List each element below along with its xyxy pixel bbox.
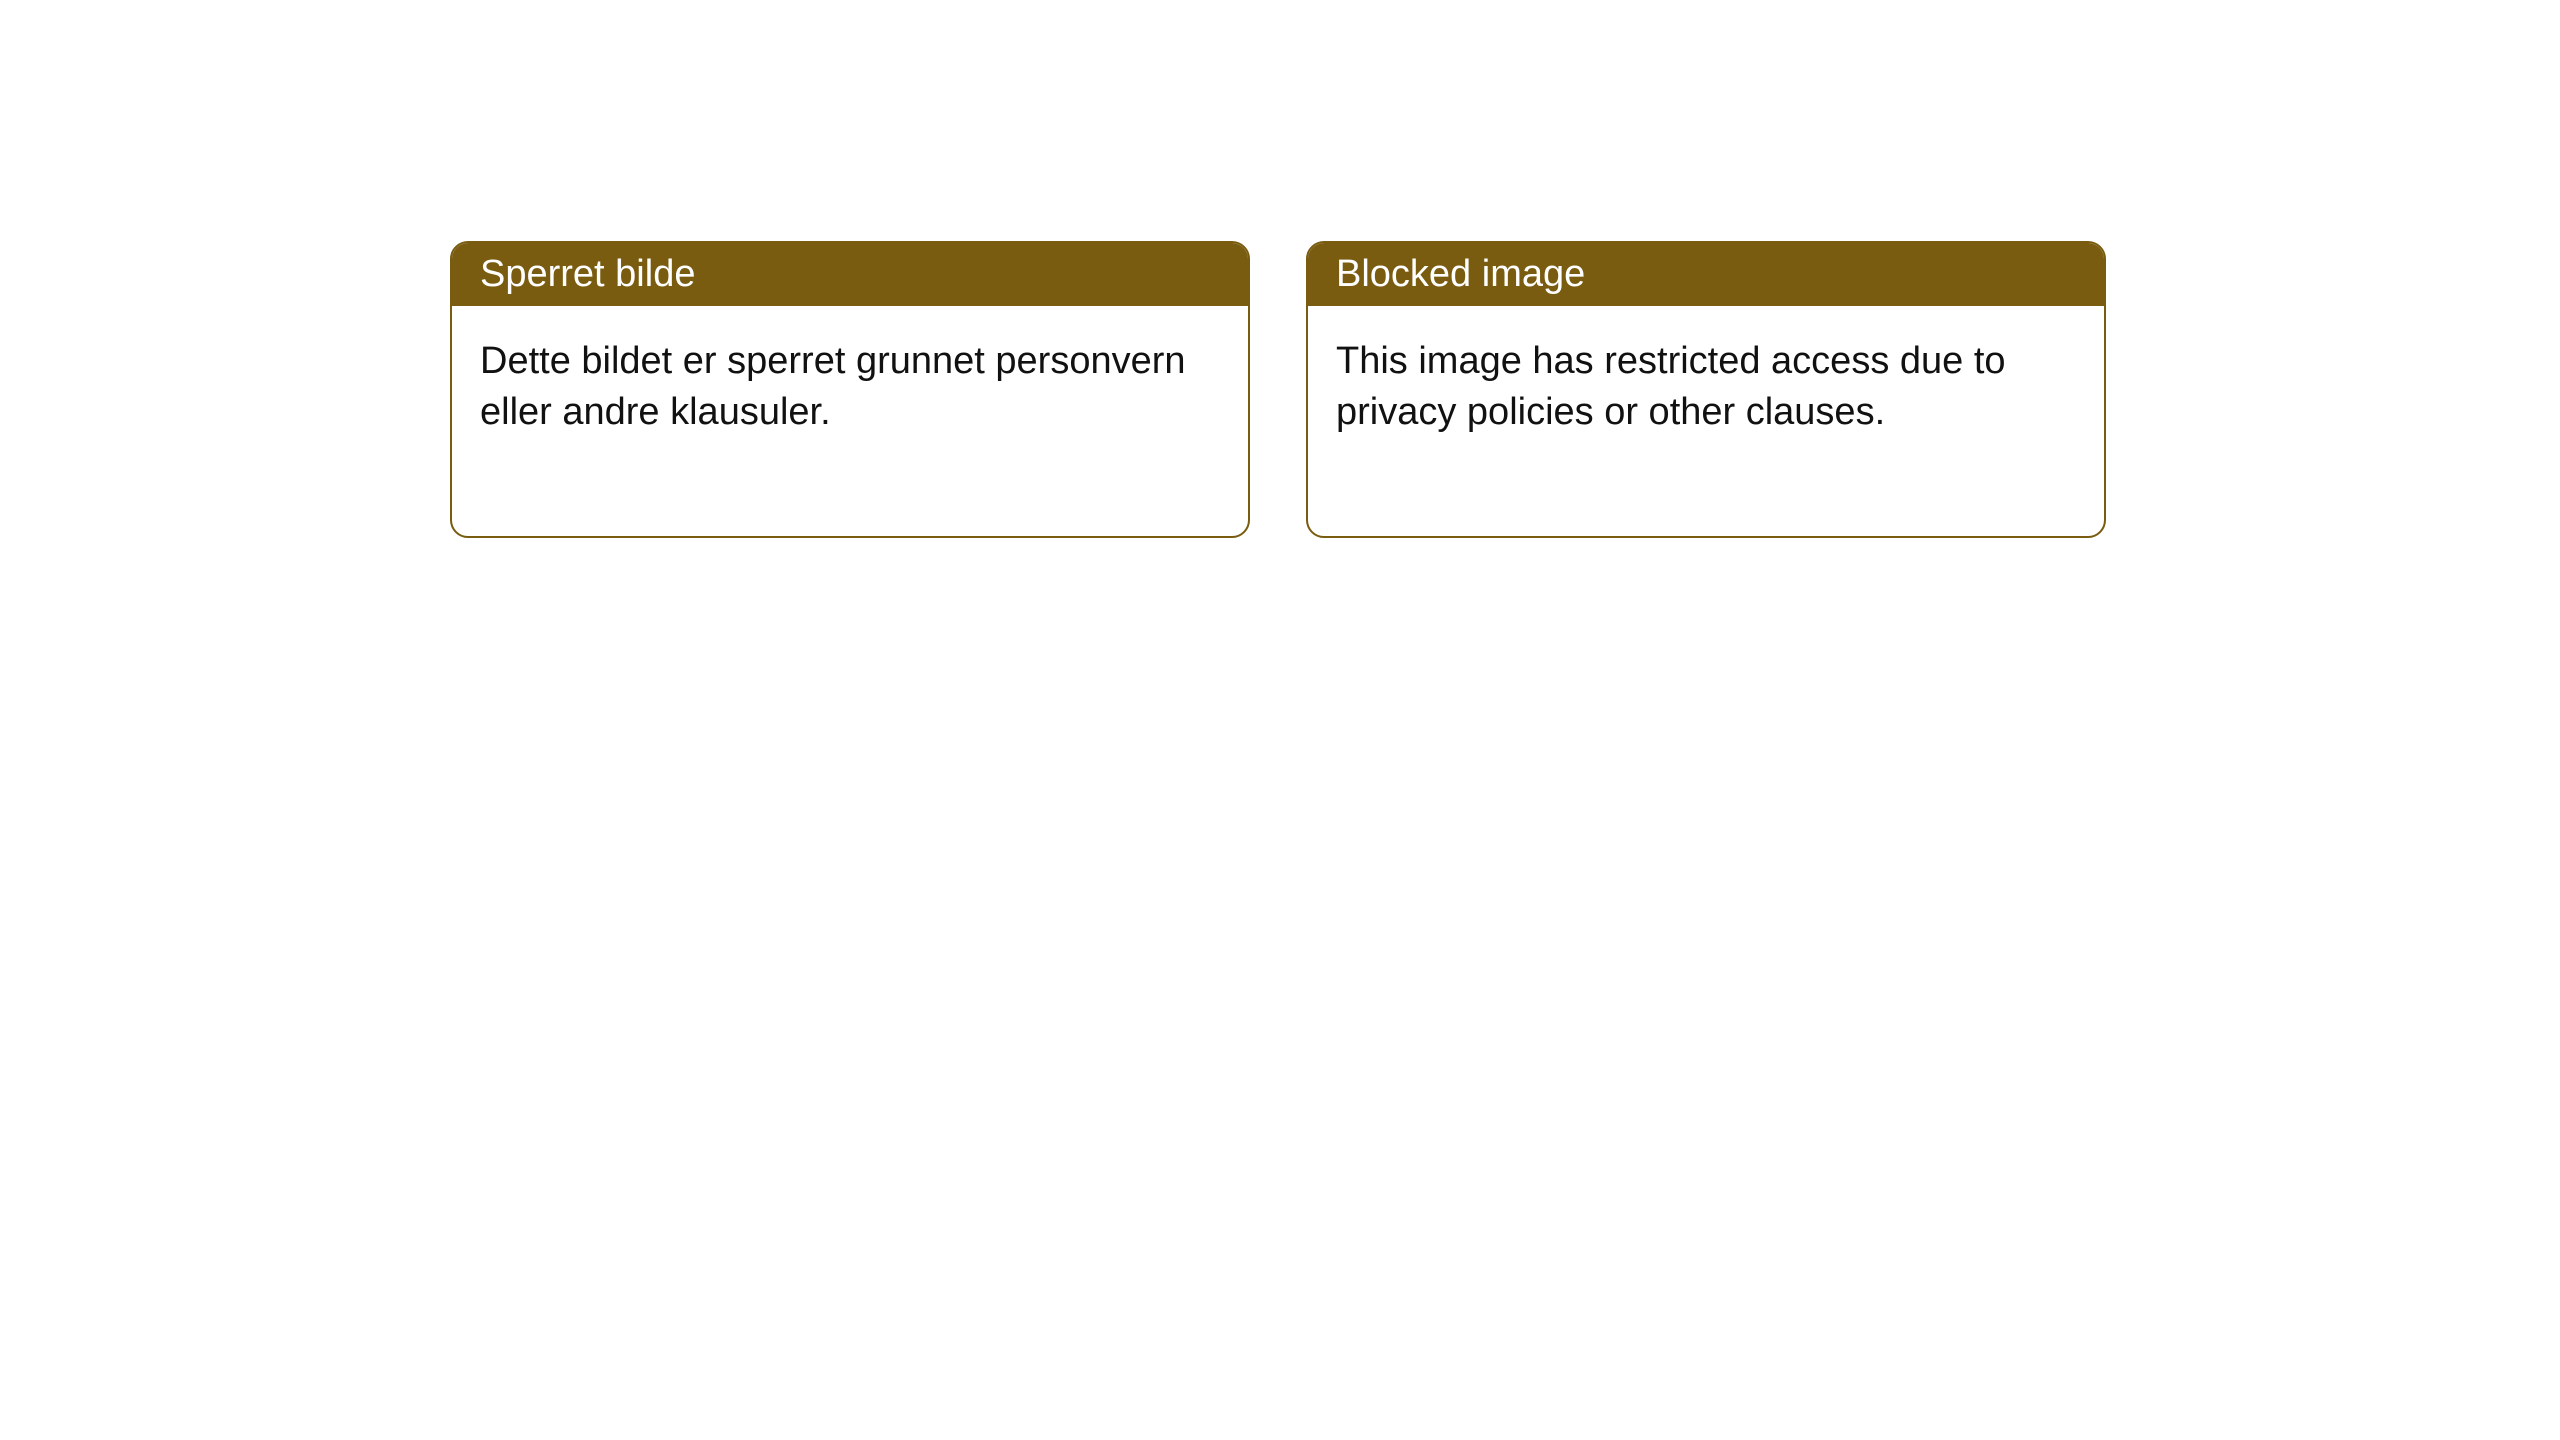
notice-title: Blocked image bbox=[1336, 253, 1585, 295]
notice-text: This image has restricted access due to … bbox=[1336, 340, 2006, 433]
notice-title: Sperret bilde bbox=[480, 253, 695, 295]
notice-text: Dette bildet er sperret grunnet personve… bbox=[480, 340, 1186, 433]
notice-header: Sperret bilde bbox=[452, 243, 1248, 306]
notice-card-english: Blocked image This image has restricted … bbox=[1306, 241, 2106, 538]
notice-container: Sperret bilde Dette bildet er sperret gr… bbox=[0, 0, 2560, 538]
notice-body: Dette bildet er sperret grunnet personve… bbox=[452, 306, 1248, 536]
notice-body: This image has restricted access due to … bbox=[1308, 306, 2104, 536]
notice-header: Blocked image bbox=[1308, 243, 2104, 306]
notice-card-norwegian: Sperret bilde Dette bildet er sperret gr… bbox=[450, 241, 1250, 538]
